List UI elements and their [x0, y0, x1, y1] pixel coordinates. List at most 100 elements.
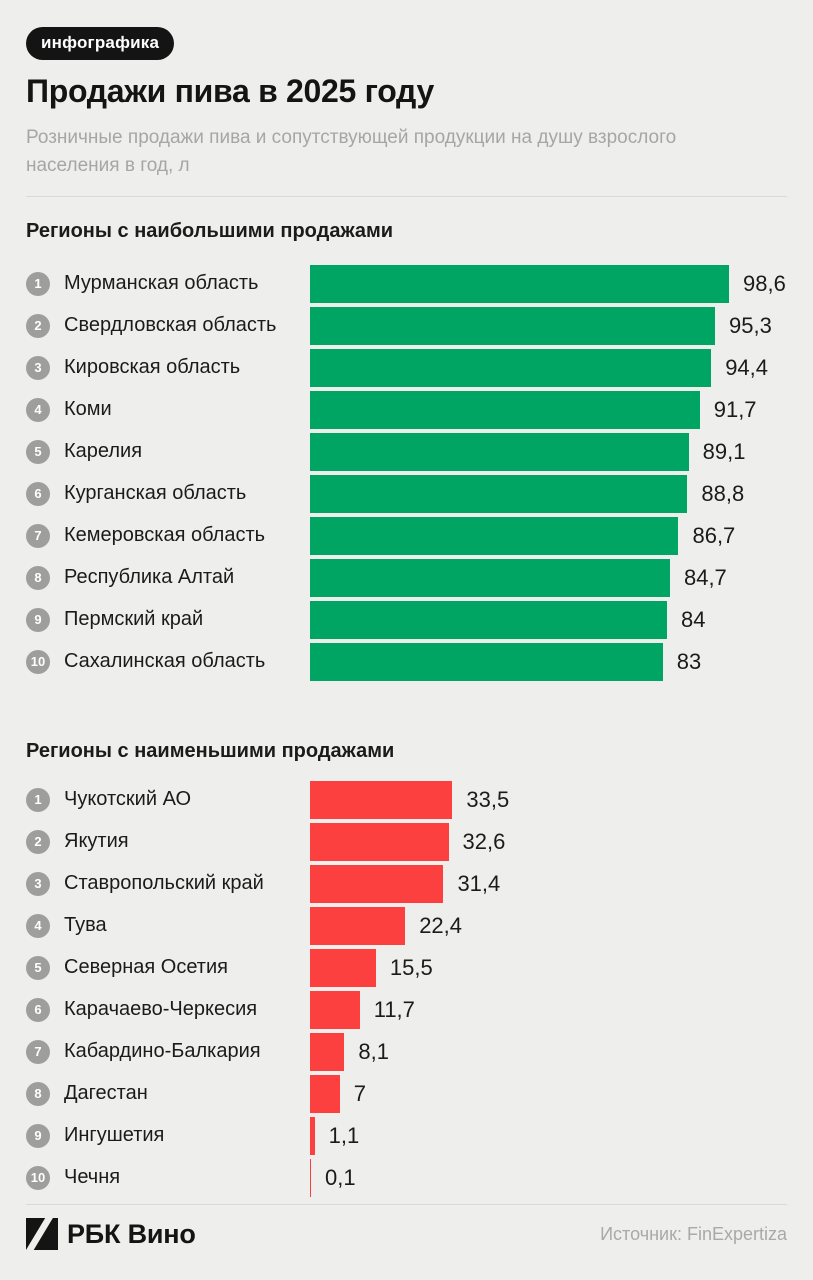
region-label: Республика Алтай — [64, 566, 235, 589]
chart-row: 10 Сахалинская область 83 — [26, 642, 787, 681]
value-label: 7 — [353, 1080, 366, 1106]
rank-badge: 3 — [26, 355, 50, 380]
region-label: Чукотский АО — [64, 788, 192, 811]
bar-area: 33,5 — [310, 780, 787, 819]
rank-badge: 4 — [26, 397, 50, 422]
bar-area: 32,6 — [310, 822, 787, 861]
region-label: Сахалинская область — [64, 650, 266, 673]
rank-badge: 1 — [26, 787, 50, 812]
region-label: Пермский край — [64, 608, 204, 631]
bar-area: 1,1 — [310, 1116, 787, 1155]
region-label: Курганская область — [64, 482, 247, 505]
footer-divider — [26, 1204, 787, 1205]
infographic-badge: инфографика — [26, 27, 175, 60]
value-label: 22,4 — [419, 912, 463, 938]
bar-area: 7 — [310, 1074, 787, 1113]
value-bar — [310, 948, 376, 987]
region-label: Свердловская область — [64, 314, 277, 337]
bar-area: 15,5 — [310, 948, 787, 987]
value-label: 94,4 — [725, 354, 769, 380]
value-label: 84,7 — [683, 564, 727, 590]
chart-row: 4 Коми 91,7 — [26, 390, 787, 429]
page-subtitle: Розничные продажи пива и сопутствующей п… — [26, 126, 677, 177]
chart-row: 2 Свердловская область 95,3 — [26, 306, 787, 345]
region-label: Тува — [64, 914, 107, 937]
bar-area: 31,4 — [310, 864, 787, 903]
region-label: Ингушетия — [64, 1124, 165, 1147]
chart-row: 9 Пермский край 84 — [26, 600, 787, 639]
value-label: 86,7 — [692, 522, 736, 548]
value-bar — [310, 348, 712, 387]
rank-badge: 7 — [26, 1039, 50, 1064]
rank-badge: 10 — [26, 649, 50, 674]
value-label: 83 — [676, 648, 702, 674]
chart-row: 8 Дагестан 7 — [26, 1074, 787, 1113]
value-bar — [310, 1074, 340, 1113]
value-bar — [310, 822, 449, 861]
bar-area: 84,7 — [310, 558, 787, 597]
chart-row: 10 Чечня 0,1 — [26, 1158, 787, 1197]
bar-area: 83 — [310, 642, 787, 681]
value-label: 98,6 — [743, 270, 786, 296]
rank-badge: 9 — [26, 1123, 50, 1148]
value-label: 89,1 — [702, 438, 746, 464]
bar-area: 11,7 — [310, 990, 787, 1029]
region-label: Мурманская область — [64, 272, 259, 295]
bar-area: 84 — [310, 600, 787, 639]
bar-area: 88,8 — [310, 474, 787, 513]
brand: РБК Вино — [26, 1218, 196, 1250]
value-bar — [310, 780, 453, 819]
value-label: 95,3 — [729, 312, 772, 338]
rank-badge: 8 — [26, 565, 50, 590]
rank-badge: 5 — [26, 439, 50, 464]
value-bar — [310, 1116, 315, 1155]
region-label: Карачаево-Черкесия — [64, 998, 258, 1021]
bottom-chart-title: Регионы с наименьшими продажами — [26, 739, 395, 762]
region-label: Чечня — [64, 1166, 121, 1189]
chart-row: 1 Чукотский АО 33,5 — [26, 780, 787, 819]
region-label: Якутия — [64, 830, 129, 853]
chart-row: 9 Ингушетия 1,1 — [26, 1116, 787, 1155]
value-bar — [310, 906, 406, 945]
bar-area: 95,3 — [310, 306, 787, 345]
chart-row: 6 Карачаево-Черкесия 11,7 — [26, 990, 787, 1029]
header-divider — [26, 195, 787, 197]
value-bar — [310, 264, 730, 303]
rbc-logo-icon — [26, 1218, 58, 1250]
value-label: 31,4 — [457, 870, 501, 896]
value-label: 84 — [681, 606, 706, 632]
rank-badge: 10 — [26, 1165, 50, 1190]
rank-badge: 1 — [26, 271, 50, 296]
chart-row: 3 Кировская область 94,4 — [26, 348, 787, 387]
chart-row: 2 Якутия 32,6 — [26, 822, 787, 861]
region-label: Северная Осетия — [64, 956, 228, 979]
region-label: Ставропольский край — [64, 872, 264, 895]
footer: РБК Вино Источник: FinExpertiza — [26, 1218, 787, 1250]
value-bar — [310, 558, 670, 597]
value-label: 33,5 — [466, 786, 510, 812]
value-bar — [310, 1032, 345, 1071]
source-label: Источник: FinExpertiza — [600, 1223, 787, 1244]
chart-row: 6 Курганская область 88,8 — [26, 474, 787, 513]
value-label: 88,8 — [701, 480, 745, 506]
chart-row: 4 Тува 22,4 — [26, 906, 787, 945]
region-label: Кировская область — [64, 356, 241, 379]
bar-area: 86,7 — [310, 516, 787, 555]
bar-area: 94,4 — [310, 348, 787, 387]
value-bar — [310, 390, 700, 429]
value-bar — [310, 1158, 311, 1197]
value-label: 15,5 — [389, 954, 433, 980]
value-bar — [310, 516, 679, 555]
value-bar — [310, 306, 716, 345]
value-bar — [310, 474, 688, 513]
region-label: Кабардино-Балкария — [64, 1040, 261, 1063]
chart-row: 7 Кемеровская область 86,7 — [26, 516, 787, 555]
rank-badge: 6 — [26, 481, 50, 506]
bar-area: 98,6 — [310, 264, 787, 303]
value-bar — [310, 990, 360, 1029]
value-label: 0,1 — [325, 1164, 356, 1190]
value-bar — [310, 432, 689, 471]
value-label: 91,7 — [713, 396, 757, 422]
rank-badge: 8 — [26, 1081, 50, 1106]
